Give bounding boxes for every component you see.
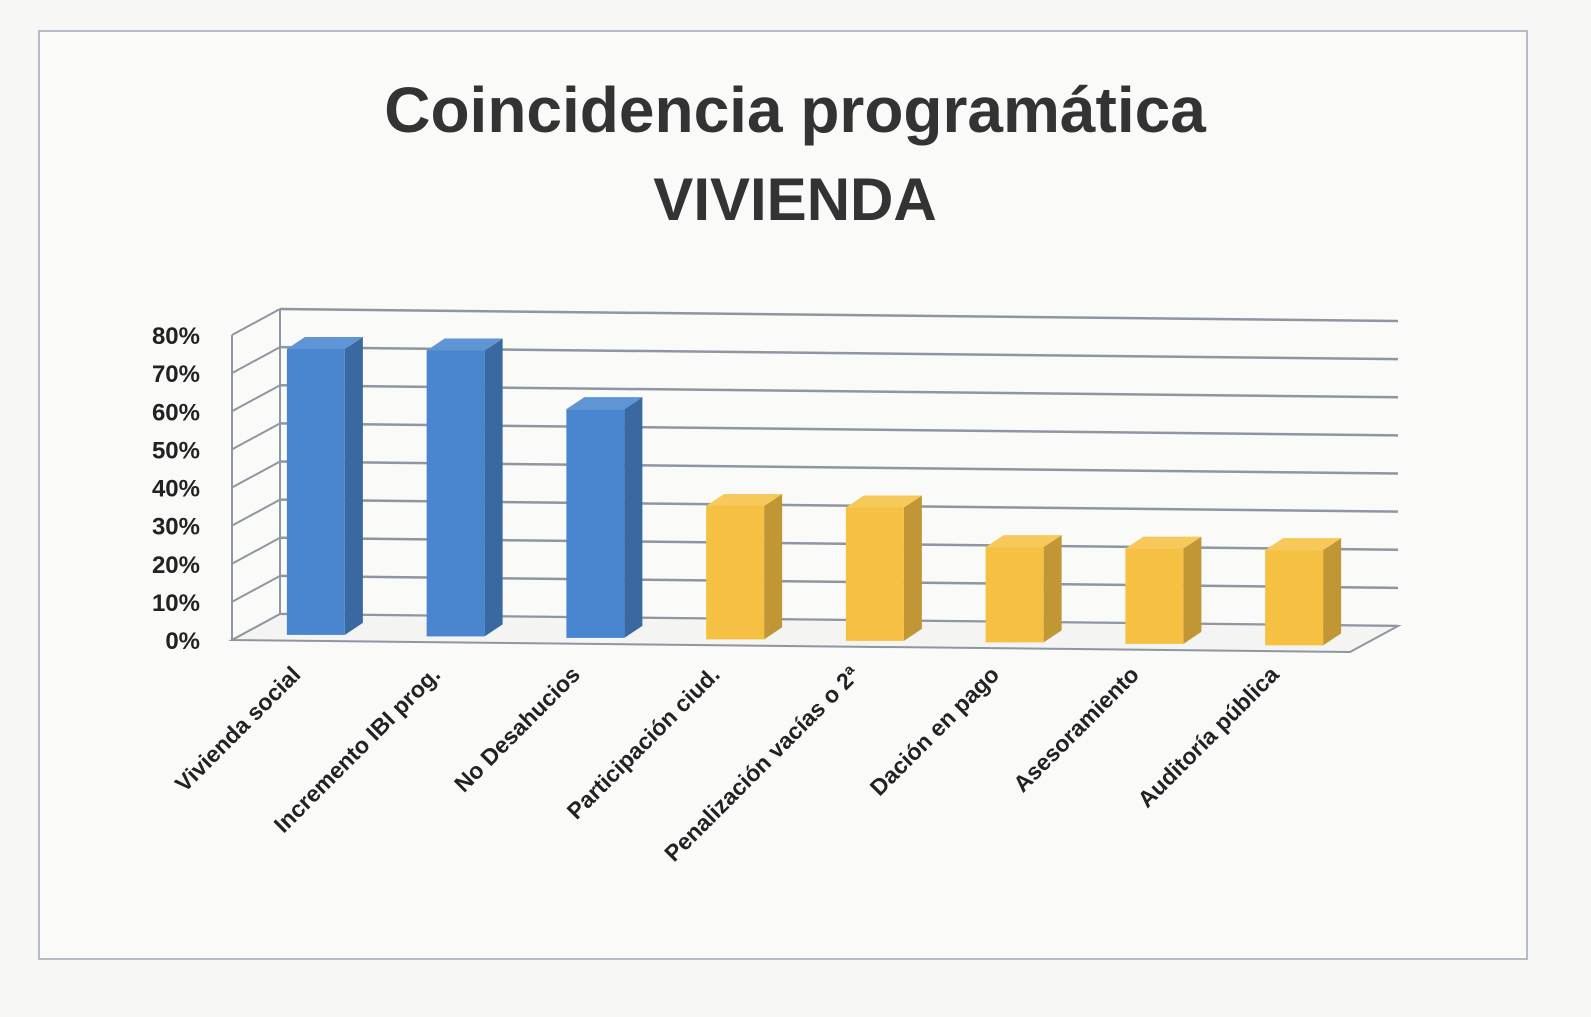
y-axis: 0% 10% 20% 30% 40% 50% 60% 70% 80% bbox=[152, 323, 200, 655]
bar-side bbox=[1183, 536, 1202, 644]
x-tick-label: Auditoría pública bbox=[1132, 661, 1283, 812]
x-tick-label: Vivienda social bbox=[170, 661, 306, 797]
bar-top bbox=[426, 338, 503, 351]
side-gridline bbox=[231, 498, 281, 527]
bar bbox=[706, 493, 783, 640]
bar bbox=[845, 495, 922, 641]
chart-frame bbox=[38, 30, 1528, 960]
bars bbox=[286, 336, 1342, 646]
bar bbox=[426, 338, 503, 637]
side-gridline bbox=[231, 422, 281, 451]
bar-side bbox=[484, 338, 503, 637]
bar-side bbox=[1043, 535, 1062, 643]
y-tick-label: 30% bbox=[152, 514, 200, 541]
y-tick-label: 50% bbox=[152, 437, 200, 464]
bar-top bbox=[1125, 536, 1202, 549]
chart-subtitle: VIVIENDA bbox=[653, 166, 936, 233]
bar-front bbox=[426, 350, 485, 637]
bar bbox=[985, 535, 1062, 643]
side-gridline bbox=[231, 384, 281, 413]
bar-front bbox=[566, 409, 625, 638]
x-tick-label: Dación en pago bbox=[865, 661, 1004, 800]
bar-side bbox=[903, 495, 922, 641]
bar-side bbox=[344, 336, 363, 635]
bar-top bbox=[1265, 538, 1342, 551]
gridline bbox=[279, 307, 1399, 323]
y-tick-label: 70% bbox=[152, 361, 200, 388]
side-gridline bbox=[231, 460, 281, 489]
bar-top bbox=[286, 336, 363, 349]
grid bbox=[228, 307, 1402, 654]
bar bbox=[1265, 538, 1342, 646]
side-gridline bbox=[231, 308, 281, 336]
y-tick-label: 60% bbox=[152, 399, 200, 426]
side-gridline bbox=[231, 574, 281, 603]
bar-front bbox=[985, 547, 1044, 643]
bar-front bbox=[706, 505, 765, 640]
bar-top bbox=[845, 495, 922, 508]
floor bbox=[228, 612, 1402, 654]
bar-side bbox=[764, 493, 783, 640]
x-tick-label: No Desahucios bbox=[449, 661, 585, 797]
bar bbox=[286, 336, 363, 635]
bar-front bbox=[1125, 548, 1184, 644]
side-gridline bbox=[231, 536, 281, 565]
chart-title: Coincidencia programática bbox=[384, 74, 1206, 146]
bar-front bbox=[286, 348, 345, 635]
y-tick-label: 40% bbox=[152, 476, 200, 503]
bar bbox=[566, 397, 643, 638]
y-tick-label: 10% bbox=[152, 590, 200, 617]
bar-top bbox=[706, 493, 783, 506]
bar-front bbox=[845, 507, 904, 641]
y-tick-label: 20% bbox=[152, 552, 200, 579]
bar-side bbox=[1323, 538, 1342, 646]
x-tick-label: Participación ciud. bbox=[562, 661, 725, 824]
bar bbox=[1125, 536, 1202, 644]
bar-top bbox=[566, 397, 643, 410]
y-tick-label: 0% bbox=[165, 628, 200, 655]
bar-top bbox=[985, 535, 1062, 548]
bar-front bbox=[1265, 550, 1324, 646]
bar-side bbox=[624, 397, 643, 638]
y-tick-label: 80% bbox=[152, 323, 200, 350]
side-gridline bbox=[231, 346, 281, 375]
x-tick-label: Asesoramiento bbox=[1008, 661, 1144, 797]
